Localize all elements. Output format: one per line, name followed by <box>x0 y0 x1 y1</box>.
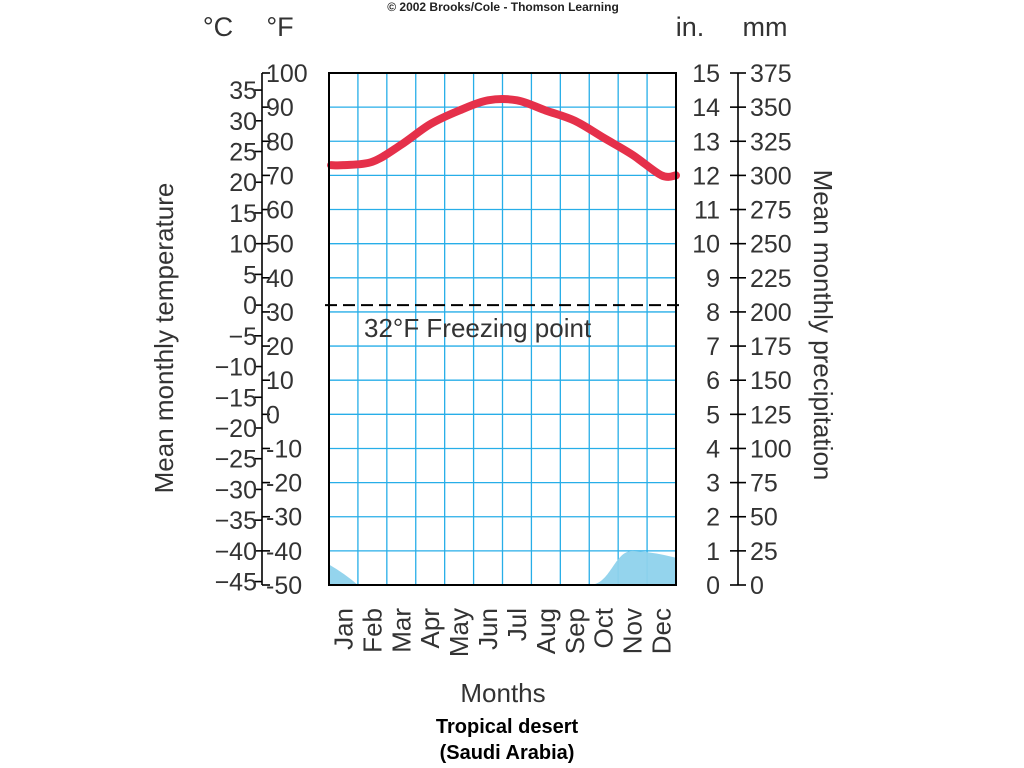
axes-layer: 1009080706050403020100-10-20-30-40-50353… <box>215 60 792 657</box>
fahrenheit-tick-label: 100 <box>266 60 308 88</box>
inches-tick-label: 4 <box>706 435 720 463</box>
inches-unit-label: in. <box>676 12 705 42</box>
fahrenheit-tick-label: -10 <box>266 435 302 463</box>
millimeters-tick-label: 175 <box>750 333 792 361</box>
millimeters-tick-label: 150 <box>750 367 792 395</box>
inches-tick-label: 0 <box>706 572 720 600</box>
inches-tick-label: 7 <box>706 333 720 361</box>
celsius-tick-label: −25 <box>215 446 257 474</box>
millimeters-unit-label: mm <box>743 12 788 42</box>
celsius-tick-label: 5 <box>243 261 257 289</box>
inches-tick-label: 6 <box>706 367 720 395</box>
temperature-line <box>327 95 680 181</box>
precipitation-area-jan-feb <box>329 564 358 585</box>
inches-tick-label: 2 <box>706 504 720 532</box>
celsius-tick-label: 0 <box>243 292 257 320</box>
fahrenheit-tick-label: -20 <box>266 470 302 498</box>
millimeters-tick-label: 300 <box>750 162 792 190</box>
copyright-text: © 2002 Brooks/Cole - Thomson Learning <box>387 0 619 14</box>
fahrenheit-tick-label: -30 <box>266 504 302 532</box>
month-label: Sep <box>560 608 590 654</box>
fahrenheit-unit-label: °F <box>266 12 293 42</box>
y-axis-title-right: Mean monthly precipitation <box>808 170 838 481</box>
inches-tick-label: 1 <box>706 538 720 566</box>
y-axis-title-left: Mean monthly temperature <box>149 183 179 494</box>
plot-frame <box>328 72 677 586</box>
month-label: Oct <box>589 607 619 648</box>
fahrenheit-tick-label: -50 <box>266 572 302 600</box>
celsius-tick-label: 15 <box>229 200 257 228</box>
fahrenheit-tick-label: 30 <box>266 299 294 327</box>
month-label: Mar <box>386 608 416 653</box>
inches-tick-label: 12 <box>692 162 720 190</box>
millimeters-tick-label: 0 <box>750 572 764 600</box>
celsius-tick-label: −15 <box>215 384 257 412</box>
precipitation-area-layer <box>329 550 676 585</box>
millimeters-tick-label: 350 <box>750 94 792 122</box>
fahrenheit-tick-label: 50 <box>266 231 294 259</box>
inches-tick-label: 14 <box>692 94 720 122</box>
month-label: Aug <box>531 608 561 654</box>
celsius-tick-label: −5 <box>228 323 257 351</box>
celsius-tick-label: −20 <box>215 415 257 443</box>
celsius-tick-label: 25 <box>229 139 257 167</box>
month-label: May <box>444 608 474 657</box>
x-axis-title: Months <box>460 678 545 708</box>
inches-tick-label: 13 <box>692 128 720 156</box>
caption-line-1: Tropical desert <box>436 716 579 738</box>
temperature-line-layer <box>327 95 680 181</box>
fahrenheit-tick-label: 80 <box>266 128 294 156</box>
millimeters-tick-label: 100 <box>750 435 792 463</box>
millimeters-tick-label: 225 <box>750 265 792 293</box>
celsius-tick-label: −30 <box>215 476 257 504</box>
millimeters-tick-label: 250 <box>750 231 792 259</box>
month-label: Jan <box>328 608 358 650</box>
millimeters-tick-label: 200 <box>750 299 792 327</box>
inches-tick-label: 11 <box>694 197 720 225</box>
celsius-tick-label: 30 <box>229 108 257 136</box>
fahrenheit-tick-label: 20 <box>266 333 294 361</box>
fahrenheit-tick-label: 60 <box>266 197 294 225</box>
millimeters-tick-label: 325 <box>750 128 792 156</box>
month-label: Jul <box>502 608 532 641</box>
fahrenheit-tick-label: 0 <box>266 401 280 429</box>
fahrenheit-tick-label: -40 <box>266 538 302 566</box>
inches-tick-label: 15 <box>692 60 720 88</box>
month-label: Jun <box>473 608 503 650</box>
millimeters-tick-label: 375 <box>750 60 792 88</box>
fahrenheit-tick-label: 70 <box>266 162 294 190</box>
precipitation-area-oct-dec <box>589 550 676 585</box>
millimeters-tick-label: 75 <box>750 470 778 498</box>
celsius-tick-label: 35 <box>229 77 257 105</box>
freezing-point-label: 32°F Freezing point <box>364 313 592 343</box>
millimeters-tick-label: 50 <box>750 504 778 532</box>
inches-tick-label: 5 <box>706 401 720 429</box>
month-label: Feb <box>357 608 387 653</box>
month-label: Dec <box>647 608 677 654</box>
inches-tick-label: 10 <box>692 231 720 259</box>
celsius-tick-label: −45 <box>215 569 257 597</box>
caption-line-2: (Saudi Arabia) <box>440 742 575 764</box>
millimeters-tick-label: 275 <box>750 197 792 225</box>
celsius-tick-label: −35 <box>215 507 257 535</box>
plot-grid <box>329 73 676 585</box>
celsius-tick-label: −10 <box>215 354 257 382</box>
millimeters-tick-label: 25 <box>750 538 778 566</box>
celsius-tick-label: 20 <box>229 169 257 197</box>
celsius-unit-label: °C <box>203 12 233 42</box>
inches-tick-label: 9 <box>706 265 720 293</box>
month-label: Nov <box>618 608 648 654</box>
inches-tick-label: 3 <box>706 470 720 498</box>
celsius-tick-label: 10 <box>229 231 257 259</box>
month-label: Apr <box>415 608 445 649</box>
fahrenheit-tick-label: 10 <box>266 367 294 395</box>
inches-tick-label: 8 <box>706 299 720 327</box>
fahrenheit-tick-label: 40 <box>266 265 294 293</box>
millimeters-tick-label: 125 <box>750 401 792 429</box>
fahrenheit-tick-label: 90 <box>266 94 294 122</box>
celsius-tick-label: −40 <box>215 538 257 566</box>
